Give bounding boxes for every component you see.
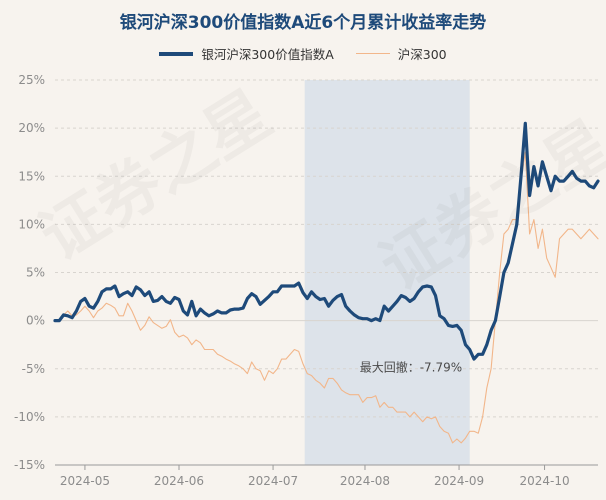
chart-title: 银河沪深300价值指数A近6个月累计收益率走势 xyxy=(119,13,487,33)
legend-swatch-fund xyxy=(159,51,194,56)
x-tick-label: 2024-10 xyxy=(519,474,569,488)
y-tick-label: -15% xyxy=(14,458,45,472)
y-tick-label: 25% xyxy=(18,73,45,87)
x-tick-label: 2024-05 xyxy=(60,474,110,488)
legend-swatch-index xyxy=(355,53,390,54)
x-tick-label: 2024-08 xyxy=(340,474,390,488)
legend-item-index[interactable]: 沪深300 xyxy=(355,44,447,63)
y-tick-label: 15% xyxy=(18,169,45,183)
legend-label-fund: 银河沪深300价值指数A xyxy=(201,47,334,62)
series-line-index xyxy=(54,151,599,444)
x-tick-label: 2024-07 xyxy=(248,474,298,488)
y-tick-label: -5% xyxy=(22,362,45,376)
max-drawdown-annotation: 最大回撤：-7.79% xyxy=(360,360,462,375)
x-tick-label: 2024-09 xyxy=(434,474,484,488)
y-tick-label: -10% xyxy=(14,410,45,424)
series-line-fund xyxy=(53,121,600,361)
y-tick-label: 5% xyxy=(26,266,45,280)
y-tick-label: 20% xyxy=(18,121,45,135)
x-tick-label: 2024-06 xyxy=(154,474,204,488)
chart-legend: 银河沪深300价值指数A 沪深300 xyxy=(0,44,606,63)
legend-item-fund[interactable]: 银河沪深300价值指数A xyxy=(159,44,334,63)
legend-label-index: 沪深300 xyxy=(397,47,447,62)
y-tick-label: 10% xyxy=(18,217,45,231)
y-tick-label: 0% xyxy=(26,314,45,328)
